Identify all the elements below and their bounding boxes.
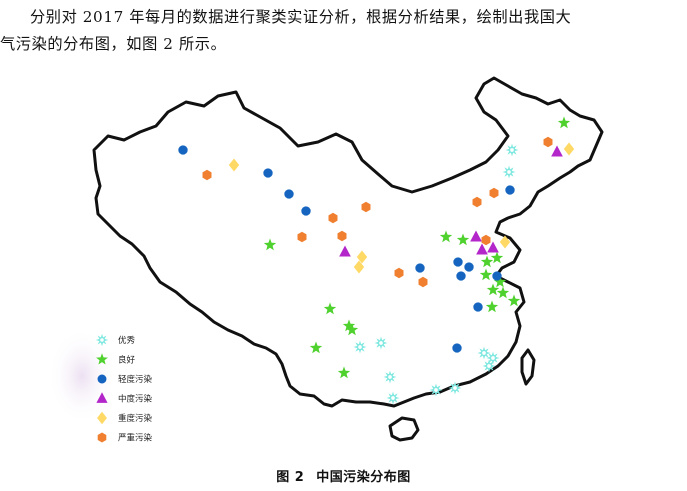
light-marker bbox=[263, 168, 273, 178]
severe-marker bbox=[394, 267, 404, 279]
moderate-marker bbox=[470, 230, 482, 242]
heavy-marker bbox=[97, 411, 107, 425]
light-marker bbox=[452, 343, 462, 353]
good-marker bbox=[323, 302, 337, 315]
body-paragraph: 分别对 2017 年每月的数据进行聚类实证分析，根据分析结果，绘制出我国大 气污… bbox=[0, 4, 684, 58]
good-marker bbox=[486, 283, 500, 296]
good-marker bbox=[493, 275, 507, 288]
moderate-marker bbox=[551, 145, 563, 157]
excellent-marker bbox=[386, 391, 400, 405]
excellent-marker bbox=[477, 346, 491, 360]
light-marker bbox=[464, 262, 474, 272]
excellent-marker bbox=[505, 143, 519, 157]
good-marker bbox=[337, 366, 351, 379]
light-marker bbox=[473, 302, 483, 312]
legend-label-severe: 严重污染 bbox=[118, 433, 153, 444]
severe-marker bbox=[328, 212, 338, 224]
markers-layer bbox=[178, 116, 575, 405]
excellent-marker bbox=[486, 351, 500, 365]
good-marker bbox=[263, 238, 277, 251]
light-marker bbox=[456, 271, 466, 281]
light-marker bbox=[492, 271, 502, 281]
severe-marker bbox=[337, 230, 347, 242]
light-marker bbox=[178, 145, 188, 155]
moderate-marker bbox=[339, 245, 351, 257]
severe-marker bbox=[543, 136, 553, 148]
light-marker bbox=[284, 189, 294, 199]
china-outline bbox=[92, 76, 604, 408]
heavy-marker bbox=[563, 142, 575, 156]
moderate-marker bbox=[96, 392, 108, 403]
taiwan-island bbox=[520, 348, 536, 386]
good-marker bbox=[485, 300, 499, 313]
legend-label-excellent: 优秀 bbox=[118, 335, 136, 346]
good-marker bbox=[496, 286, 510, 299]
heavy-marker bbox=[228, 158, 240, 172]
legend-label-moderate: 中度污染 bbox=[118, 394, 153, 405]
excellent-marker bbox=[502, 165, 516, 179]
moderate-marker bbox=[476, 243, 488, 255]
figure-number: 图 2 bbox=[276, 470, 305, 485]
severe-marker bbox=[97, 432, 107, 443]
severe-marker bbox=[361, 201, 371, 213]
excellent-marker bbox=[482, 359, 496, 373]
paragraph-line-1: 分别对 2017 年每月的数据进行聚类实证分析，根据分析结果，绘制出我国大 bbox=[30, 8, 572, 26]
good-marker bbox=[345, 323, 359, 336]
good-marker bbox=[309, 341, 323, 354]
light-marker bbox=[97, 374, 107, 384]
excellent-marker bbox=[448, 381, 462, 395]
heavy-marker bbox=[499, 235, 511, 249]
good-marker bbox=[507, 294, 521, 307]
legend-label-light: 轻度污染 bbox=[118, 374, 153, 385]
figure-caption: 图 2 中国污染分布图 bbox=[0, 466, 687, 485]
legend-label-good: 良好 bbox=[118, 355, 136, 366]
good-marker bbox=[479, 268, 493, 281]
legend-label-heavy: 重度污染 bbox=[118, 413, 153, 424]
heavy-marker bbox=[353, 260, 365, 274]
legend-background-glow bbox=[48, 328, 116, 424]
light-marker bbox=[415, 263, 425, 273]
good-marker bbox=[557, 116, 571, 129]
severe-marker bbox=[489, 187, 499, 199]
heavy-marker bbox=[356, 250, 368, 264]
excellent-marker bbox=[383, 370, 397, 384]
good-marker bbox=[342, 319, 356, 332]
light-marker bbox=[453, 257, 463, 267]
paragraph-line-2: 气污染的分布图，如图 2 所示。 bbox=[0, 35, 227, 53]
excellent-marker bbox=[353, 340, 367, 354]
excellent-marker bbox=[374, 336, 388, 350]
hainan-island bbox=[388, 416, 420, 442]
severe-marker bbox=[472, 196, 482, 208]
light-marker bbox=[301, 206, 311, 216]
moderate-marker bbox=[487, 241, 499, 253]
severe-marker bbox=[481, 234, 491, 246]
light-marker bbox=[505, 185, 515, 195]
good-marker bbox=[439, 230, 453, 243]
good-marker bbox=[96, 353, 108, 365]
excellent-marker bbox=[429, 383, 443, 397]
good-marker bbox=[480, 255, 494, 268]
severe-marker bbox=[297, 231, 307, 243]
severe-marker bbox=[418, 276, 428, 288]
severe-marker bbox=[202, 169, 212, 181]
good-marker bbox=[490, 251, 504, 264]
excellent-marker bbox=[95, 333, 109, 347]
figure-title: 中国污染分布图 bbox=[316, 470, 411, 485]
good-marker bbox=[456, 233, 470, 246]
